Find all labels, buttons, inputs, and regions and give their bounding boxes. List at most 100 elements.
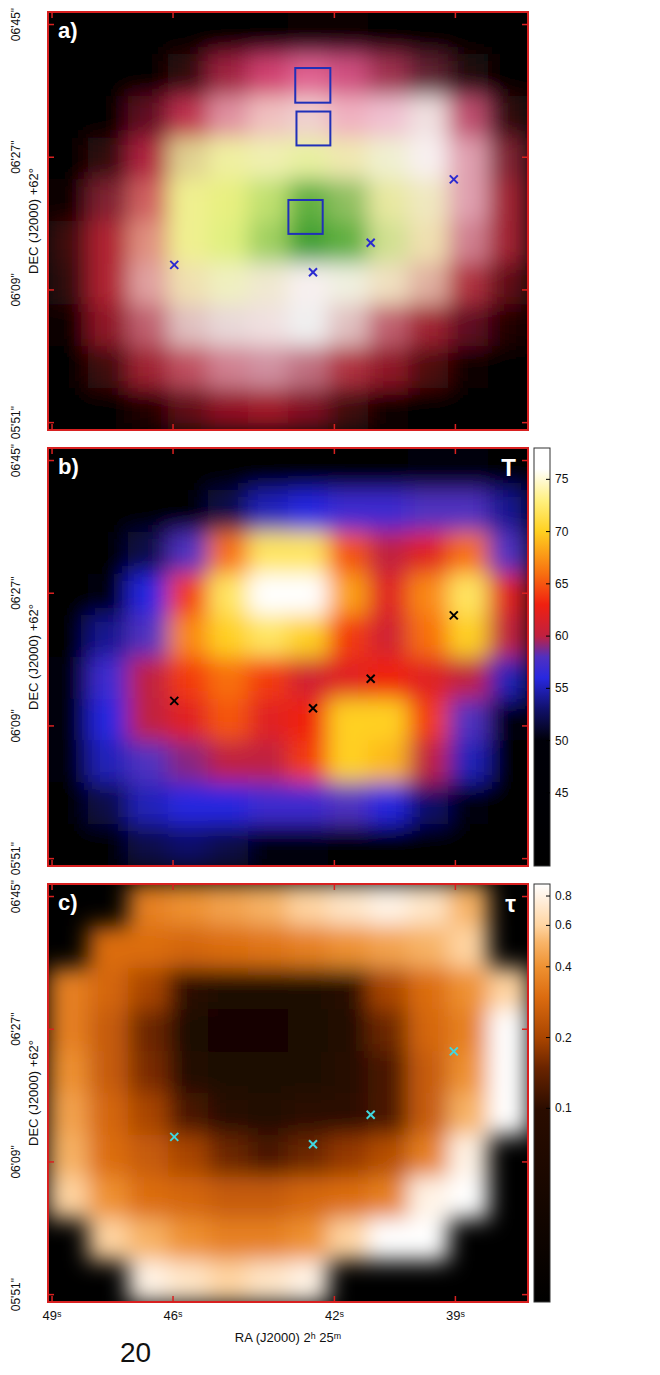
cell xyxy=(408,699,449,741)
cell xyxy=(168,346,209,388)
cell xyxy=(248,448,289,490)
cell xyxy=(248,926,289,968)
y-tick xyxy=(48,289,54,291)
cell xyxy=(328,305,369,347)
cell xyxy=(488,1051,528,1093)
cell xyxy=(288,12,329,54)
cell xyxy=(208,532,249,574)
colorbar-tick xyxy=(546,896,550,897)
cell xyxy=(88,741,129,783)
cell xyxy=(488,12,528,54)
colorbar xyxy=(534,448,550,866)
cell xyxy=(48,1009,89,1051)
cell xyxy=(368,54,409,96)
colorbar-tick xyxy=(546,636,550,637)
cell xyxy=(248,1218,289,1260)
cross-stroke xyxy=(309,704,317,712)
cell xyxy=(128,490,169,532)
cell xyxy=(368,573,409,615)
cell xyxy=(48,388,89,430)
cell xyxy=(248,741,289,783)
y-tick-label: 06'45" xyxy=(9,8,23,41)
cell xyxy=(448,573,489,615)
cross-marker xyxy=(170,1133,178,1141)
region-box xyxy=(295,68,330,103)
cell xyxy=(448,12,489,54)
cell xyxy=(88,263,129,305)
cross-stroke xyxy=(170,261,178,269)
cell xyxy=(88,615,129,657)
colorbar-tick-label: 0.4 xyxy=(555,960,572,974)
cell xyxy=(48,615,89,657)
cell xyxy=(208,1260,249,1302)
cell xyxy=(208,657,249,699)
colorbar-tick xyxy=(546,583,550,584)
cross-stroke xyxy=(450,175,458,183)
x-tick xyxy=(455,860,457,866)
panel: 06'45"06'27"06'09"05'51"DEC (J2000) +62°… xyxy=(9,444,569,875)
cell xyxy=(168,1135,209,1177)
cell xyxy=(48,490,89,532)
cell xyxy=(328,926,369,968)
cell xyxy=(328,137,369,179)
cell xyxy=(328,1093,369,1135)
cross-stroke xyxy=(367,675,375,683)
cross-stroke xyxy=(367,1111,375,1119)
cell xyxy=(408,615,449,657)
y-tick-label: 06'09" xyxy=(9,273,23,306)
cell xyxy=(368,968,409,1010)
cell xyxy=(128,926,169,968)
colorbar-tick-label: 0.1 xyxy=(555,1101,572,1115)
cell xyxy=(408,137,449,179)
cell xyxy=(128,179,169,221)
colorbar-tick-label: 50 xyxy=(555,734,569,748)
colorbar xyxy=(534,884,550,1302)
x-tick xyxy=(51,424,53,430)
x-tick xyxy=(172,884,174,890)
cell xyxy=(88,573,129,615)
cell xyxy=(48,741,89,783)
cross-marker xyxy=(367,675,375,683)
cell xyxy=(128,1093,169,1135)
cell xyxy=(448,96,489,138)
colorbar-tick xyxy=(546,688,550,689)
cell xyxy=(168,532,209,574)
cell xyxy=(288,388,329,430)
cell xyxy=(48,1051,89,1093)
cell xyxy=(208,1135,249,1177)
colorbar-tick xyxy=(546,479,550,480)
cell xyxy=(368,1218,409,1260)
y-tick xyxy=(48,156,54,158)
cell xyxy=(288,137,329,179)
cell xyxy=(488,96,528,138)
cell xyxy=(208,741,249,783)
colorbar-tick xyxy=(546,792,550,793)
cell xyxy=(328,968,369,1010)
cell xyxy=(368,1135,409,1177)
cell xyxy=(208,137,249,179)
y-tick-label: 06'27" xyxy=(9,1013,23,1046)
cell xyxy=(248,179,289,221)
cell xyxy=(488,824,528,866)
cell xyxy=(408,1051,449,1093)
colorbar-tick xyxy=(546,531,550,532)
cell xyxy=(168,137,209,179)
cell xyxy=(288,448,329,490)
cell xyxy=(48,1093,89,1135)
cell xyxy=(368,824,409,866)
cell xyxy=(48,305,89,347)
cell xyxy=(168,12,209,54)
cross-stroke xyxy=(367,1111,375,1119)
cell xyxy=(408,179,449,221)
cell xyxy=(168,305,209,347)
x-tick xyxy=(334,12,336,18)
cell xyxy=(88,824,129,866)
cell xyxy=(168,448,209,490)
x-tick xyxy=(51,860,53,866)
y-tick xyxy=(522,1161,528,1163)
x-tick xyxy=(51,1296,53,1302)
x-tick xyxy=(51,448,53,454)
cell xyxy=(288,615,329,657)
cross-stroke xyxy=(309,704,317,712)
cross-marker xyxy=(309,1140,317,1148)
